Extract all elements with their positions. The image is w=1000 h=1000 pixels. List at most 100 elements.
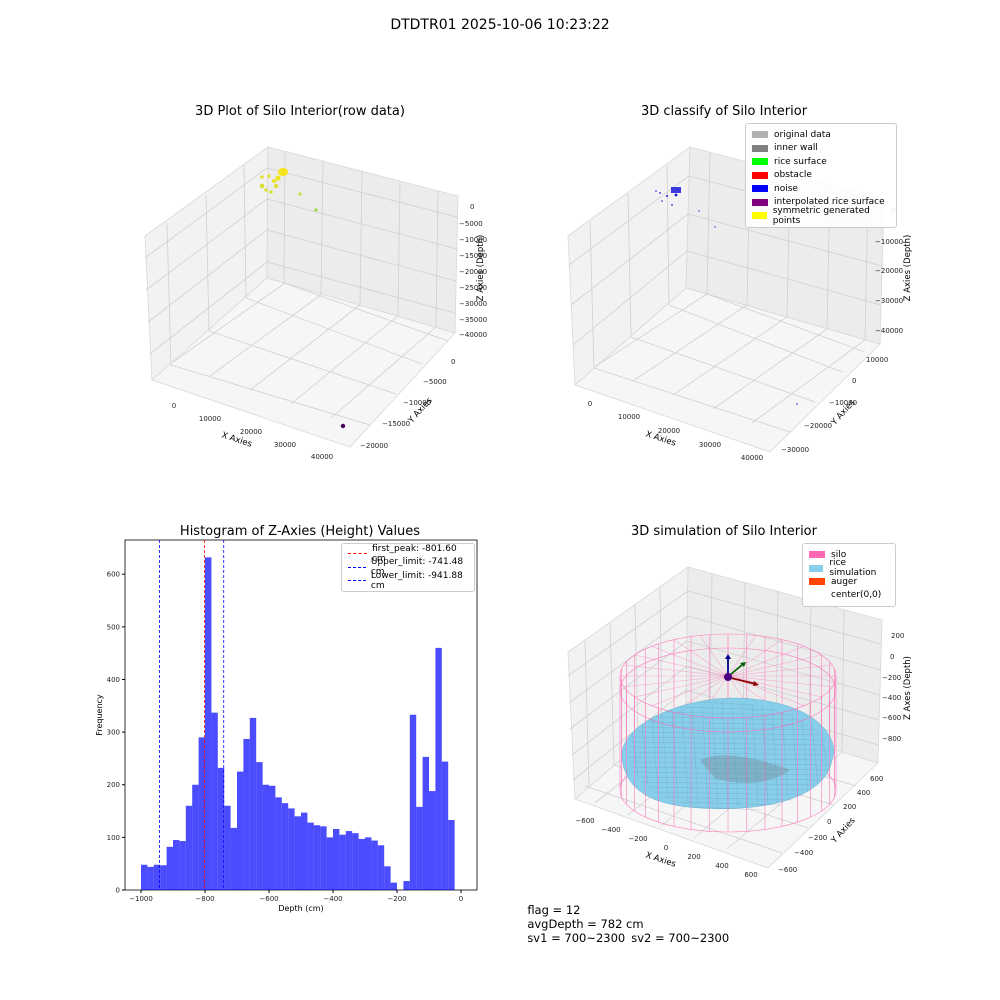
legend-item-obstacle: obstacle [752, 169, 890, 183]
panel1-point [259, 183, 265, 189]
panel2-ztick: −20000 [875, 267, 903, 275]
panel1-point [340, 423, 346, 429]
panel1-ytick: 0 [451, 358, 455, 366]
silo-lid-line [623, 675, 729, 688]
histogram-bar [365, 837, 372, 890]
histogram-y-tick-label: 300 [107, 729, 120, 737]
rice-mesh-line [821, 731, 829, 779]
auger-z-arrowhead [725, 654, 731, 659]
panel4-xtick: 0 [664, 844, 668, 852]
legend-item-first-peak: first_peak: -801.60 cm [348, 543, 468, 564]
histogram-y-tick-label: 500 [107, 623, 120, 631]
histogram-bar [262, 784, 269, 890]
histogram-bar [141, 864, 148, 890]
panel2-ztick: −10000 [875, 238, 903, 246]
legend-item-auger: auger [809, 575, 889, 589]
panel2-point [655, 190, 657, 192]
panel4-ytick: 600 [870, 775, 883, 783]
panel4-ytick: −600 [778, 866, 797, 874]
legend-label: first_peak: -801.60 cm [371, 543, 457, 564]
rice-mesh-line [661, 714, 669, 796]
panel2-point [666, 195, 668, 197]
rice-mesh-line [791, 713, 799, 797]
histogram-bar [313, 825, 321, 890]
panel2-xtick: 20000 [658, 427, 680, 435]
legend-label: interpolated rice surface [774, 197, 885, 208]
rice-mesh-line [671, 711, 679, 799]
histogram-bar [153, 864, 161, 890]
legend-item-upper-limit: Upper_limit: -741.48 cm [348, 557, 468, 577]
histogram-reference-lines [159, 540, 225, 890]
silo-lid-line [699, 635, 729, 677]
histogram-y-tick-label: 100 [107, 834, 120, 842]
panel2-xtick: 10000 [618, 413, 640, 421]
histogram-bars [141, 557, 455, 890]
status-footer: flag = 12 avgDepth = 782 cm sv1 = 700~23… [520, 889, 735, 945]
histogram-bar [320, 826, 327, 890]
panel4-ztick: 200 [891, 632, 904, 640]
rice-mesh-line [811, 723, 819, 787]
legend-swatch [752, 171, 768, 179]
histogram-bar [294, 816, 301, 890]
silo-lid-line [673, 639, 729, 677]
histogram-y-tick-label: 200 [107, 781, 120, 789]
panel2-ytick: 0 [852, 377, 856, 385]
histogram-bar [339, 834, 346, 890]
legend-label: rice surface [774, 156, 827, 167]
sv2-value: sv2 = 700~2300 [631, 931, 730, 945]
panel4-xticks: −600 −400 −200 0 200 400 600 [575, 817, 757, 879]
legend-item-center: center(0,0) [809, 589, 889, 603]
panel1-ztick: −15000 [459, 252, 487, 260]
histogram-bar [390, 882, 397, 890]
panel1-zlabel: Z Axies (Depth) [476, 235, 486, 302]
histogram-bar [198, 737, 205, 890]
silo-lid-line [623, 664, 729, 677]
legend-line [348, 566, 366, 568]
legend-item-rice-simulation: rice simulation [809, 558, 889, 578]
panel4-ytick: −200 [808, 834, 827, 842]
panel1-ytick: −10000 [403, 399, 431, 407]
panel1-point [264, 188, 268, 192]
panel1-zticks: 0 −5000 −10000 −15000 −20000 −25000 −300… [459, 203, 487, 339]
histogram-bar [435, 647, 442, 890]
rice-mesh-line [631, 733, 639, 777]
legend-item-rice-surface: rice surface [752, 155, 890, 169]
panel4-zlabel: Z Axes (Depth) [903, 656, 913, 720]
panel4-ztick: −800 [882, 735, 901, 743]
rice-mesh-line [665, 711, 791, 716]
histogram-ylabel: Frequency [95, 694, 104, 736]
legend-swatch [752, 198, 768, 206]
histogram-bar [237, 771, 244, 890]
histogram-bar [345, 831, 353, 890]
legend-label: Upper_limit: -741.48 cm [370, 557, 464, 578]
legend-label: original data [774, 129, 831, 140]
silo-lid-line [634, 654, 729, 677]
histogram-bar [281, 803, 289, 890]
rice-mesh-line [731, 703, 739, 807]
histogram-bar [358, 838, 365, 890]
panel1-ztick: −30000 [459, 300, 487, 308]
legend-label: auger [831, 576, 858, 587]
silo-lid-line [727, 654, 822, 677]
panel2-ytick: −10000 [829, 399, 857, 407]
panel4-ytick: 0 [827, 818, 831, 826]
panel1-point [260, 175, 264, 179]
legend-item-symmetric-generated-points: symmetric generated points [752, 206, 890, 226]
panel2-point [674, 193, 678, 197]
panel1-ztick: 0 [470, 203, 474, 211]
rice-surface-shadow [700, 755, 790, 783]
panel4-xtick: 600 [744, 871, 757, 879]
panel2-xticks: 0 10000 20000 30000 40000 [588, 400, 763, 462]
avg-depth-value: avgDepth = 782 cm [527, 917, 644, 931]
panel2-ytick: −20000 [804, 422, 832, 430]
panel4-ztick: 0 [890, 653, 894, 661]
panel4-xtick: 200 [687, 853, 700, 861]
panel1-point [267, 174, 271, 178]
rice-mesh-line [751, 704, 759, 806]
panel1-axes-frame [144, 146, 459, 448]
histogram-bar [448, 820, 455, 890]
histogram-y-tick-label: 400 [107, 676, 120, 684]
